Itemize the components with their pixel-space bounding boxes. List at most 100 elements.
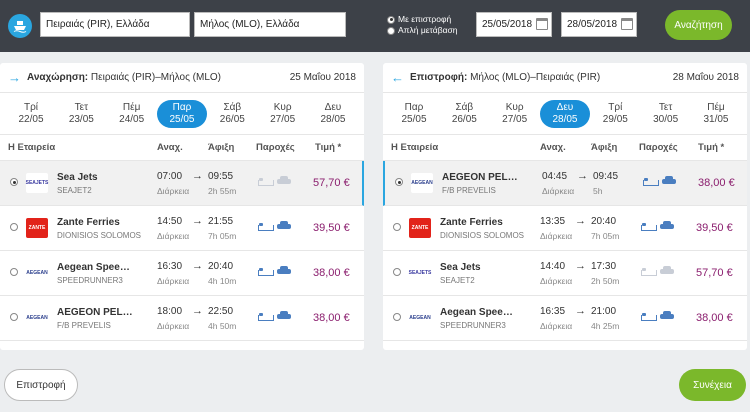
select-radio[interactable]: [10, 268, 18, 276]
day-name: Κυρ: [505, 101, 524, 113]
amenities: [258, 176, 291, 186]
day-tab[interactable]: Κυρ 27/05: [258, 100, 308, 128]
sailing-row[interactable]: ZANTE Zante Ferries DIONISIOS SOLOMOS 14:50…: [0, 206, 364, 251]
col-arrival: Άφιξη: [208, 142, 235, 153]
day-tab[interactable]: Παρ 25/05: [156, 99, 207, 128]
continue-button[interactable]: Συνέχεια: [679, 369, 746, 401]
col-company: Η Εταιρεία: [8, 142, 56, 153]
arrow-right-icon: →: [192, 170, 203, 182]
sailing-row[interactable]: AEGEAN Aegean Speedlines SPEEDRUNNER3 16:30…: [0, 251, 364, 296]
arrow-right-icon: →: [577, 170, 588, 182]
duration-label: Διάρκεια: [540, 231, 573, 241]
arrow-right-icon: →: [575, 305, 586, 317]
duration-value: 7h 05m: [591, 231, 620, 241]
select-radio[interactable]: [393, 268, 401, 276]
day-name: Πέμ: [122, 101, 141, 113]
outbound-title: Αναχώρηση: Πειραιάς (PIR)–Μήλος (MLO): [27, 72, 290, 83]
arrival-time: 17:30: [591, 261, 617, 272]
trip-type-roundtrip[interactable]: Με επιστροφή: [387, 14, 458, 25]
arrow-right-icon: →: [575, 215, 586, 227]
day-name: Παρ: [172, 101, 192, 113]
day-tab[interactable]: Παρ 25/05: [389, 100, 439, 128]
outbound-route: Πειραιάς (PIR)–Μήλος (MLO): [88, 72, 222, 83]
trip-type-oneway[interactable]: Απλή μετάβαση: [387, 25, 458, 36]
outbound-panel: → Αναχώρηση: Πειραιάς (PIR)–Μήλος (MLO) …: [0, 63, 364, 350]
company-name: Zante Ferries: [57, 217, 120, 228]
day-date: 22/05: [18, 113, 44, 125]
day-date: 23/05: [68, 113, 94, 125]
select-radio[interactable]: [395, 178, 403, 186]
price: 39,50 €: [313, 222, 350, 234]
select-radio[interactable]: [10, 178, 18, 186]
vessel-name: DIONISIOS SOLOMOS: [440, 231, 525, 240]
select-radio[interactable]: [393, 223, 401, 231]
select-radio[interactable]: [10, 223, 18, 231]
bed-icon: [641, 266, 657, 276]
inbound-day-selector: Παρ 25/05 Σάβ 26/05 Κυρ 27/05 Δευ 28/05 Τρί 29/05…: [383, 93, 747, 135]
vessel-name: SEAJET2: [440, 276, 475, 285]
arrow-right-icon: →: [192, 260, 203, 272]
to-port-input[interactable]: Μήλος (MLO), Ελλάδα: [194, 12, 346, 37]
duration-label: Διάρκεια: [157, 186, 190, 196]
day-date: 26/05: [219, 113, 245, 125]
search-button[interactable]: Αναζήτηση: [665, 10, 732, 40]
day-date: 28/05: [320, 113, 346, 125]
seajets-logo: SEAJETS: [26, 173, 48, 193]
departure-time: 16:30: [157, 261, 183, 272]
amenities: [641, 311, 674, 321]
arrival-time: 20:40: [208, 261, 234, 272]
day-tab[interactable]: Πέμ 24/05: [107, 100, 157, 128]
company-name: Sea Jets: [440, 262, 481, 273]
trip-type-label: Με επιστροφή: [398, 14, 452, 24]
back-button[interactable]: Επιστροφή: [4, 369, 78, 401]
day-tab[interactable]: Πέμ 31/05: [691, 100, 741, 128]
bed-icon: [258, 221, 274, 231]
col-amenities: Παροχές: [256, 142, 295, 153]
day-name: Παρ: [404, 101, 424, 113]
sailing-row[interactable]: AEGEAN AEGEON PELAGOS F/B PREVELIS 18:00 → 22…: [0, 296, 364, 341]
return-date-input[interactable]: 28/05/2018: [561, 12, 637, 37]
inbound-list: AEGEAN AEGEON PELAGOS F/B PREVELIS 04:45 → 09…: [383, 161, 747, 341]
vessel-name: SPEEDRUNNER3: [440, 321, 506, 330]
departure-time: 16:35: [540, 306, 566, 317]
bed-icon: [258, 311, 274, 321]
sailing-row[interactable]: SEAJETS Sea Jets SEAJET2 07:00 → 09:55 Διάρκει…: [0, 161, 364, 206]
outbound-list: SEAJETS Sea Jets SEAJET2 07:00 → 09:55 Διάρκει…: [0, 161, 364, 341]
sailing-row[interactable]: AEGEAN Aegean Speedlines SPEEDRUNNER3 16:35…: [383, 296, 747, 341]
amenities: [258, 266, 291, 276]
calendar-icon[interactable]: [536, 18, 548, 30]
select-radio[interactable]: [393, 313, 401, 321]
radio-icon[interactable]: [387, 26, 395, 35]
from-port-input[interactable]: Πειραιάς (PIR), Ελλάδα: [40, 12, 190, 37]
select-radio[interactable]: [10, 313, 18, 321]
calendar-icon[interactable]: [621, 18, 633, 30]
day-tab[interactable]: Τρί 22/05: [6, 100, 56, 128]
day-date: 28/05: [552, 113, 578, 125]
depart-date-input[interactable]: 25/05/2018: [476, 12, 552, 37]
departure-time: 18:00: [157, 306, 183, 317]
sailing-row[interactable]: AEGEAN AEGEON PELAGOS F/B PREVELIS 04:45 → 09…: [383, 161, 747, 206]
vessel-name: SPEEDRUNNER3: [57, 276, 123, 285]
day-tab[interactable]: Τετ 30/05: [641, 100, 691, 128]
inbound-date: 28 Μαΐου 2018: [672, 72, 739, 83]
day-name: Σάβ: [455, 101, 474, 113]
outbound-header: → Αναχώρηση: Πειραιάς (PIR)–Μήλος (MLO) …: [0, 63, 364, 93]
day-tab[interactable]: Κυρ 27/05: [490, 100, 540, 128]
price: 38,00 €: [698, 177, 735, 189]
day-tab[interactable]: Σάβ 26/05: [439, 100, 489, 128]
company-name: AEGEON PELAGOS: [442, 172, 520, 183]
radio-icon[interactable]: [387, 15, 395, 24]
return-date-value: 28/05/2018: [567, 19, 618, 30]
aegean-logo: AEGEAN: [411, 173, 433, 193]
amenities: [258, 311, 291, 321]
day-tab[interactable]: Τρί 29/05: [590, 100, 640, 128]
company-name: Aegean Speedlines: [57, 262, 135, 273]
day-tab[interactable]: Δευ 28/05: [539, 99, 590, 128]
day-date: 25/05: [401, 113, 427, 125]
sailing-row[interactable]: ZANTE Zante Ferries DIONISIOS SOLOMOS 13:35…: [383, 206, 747, 251]
day-tab[interactable]: Σάβ 26/05: [207, 100, 257, 128]
col-departure: Αναχ.: [540, 142, 566, 153]
day-tab[interactable]: Δευ 28/05: [308, 100, 358, 128]
day-tab[interactable]: Τετ 23/05: [56, 100, 106, 128]
sailing-row[interactable]: SEAJETS Sea Jets SEAJET2 14:40 → 17:30 Διάρκει…: [383, 251, 747, 296]
